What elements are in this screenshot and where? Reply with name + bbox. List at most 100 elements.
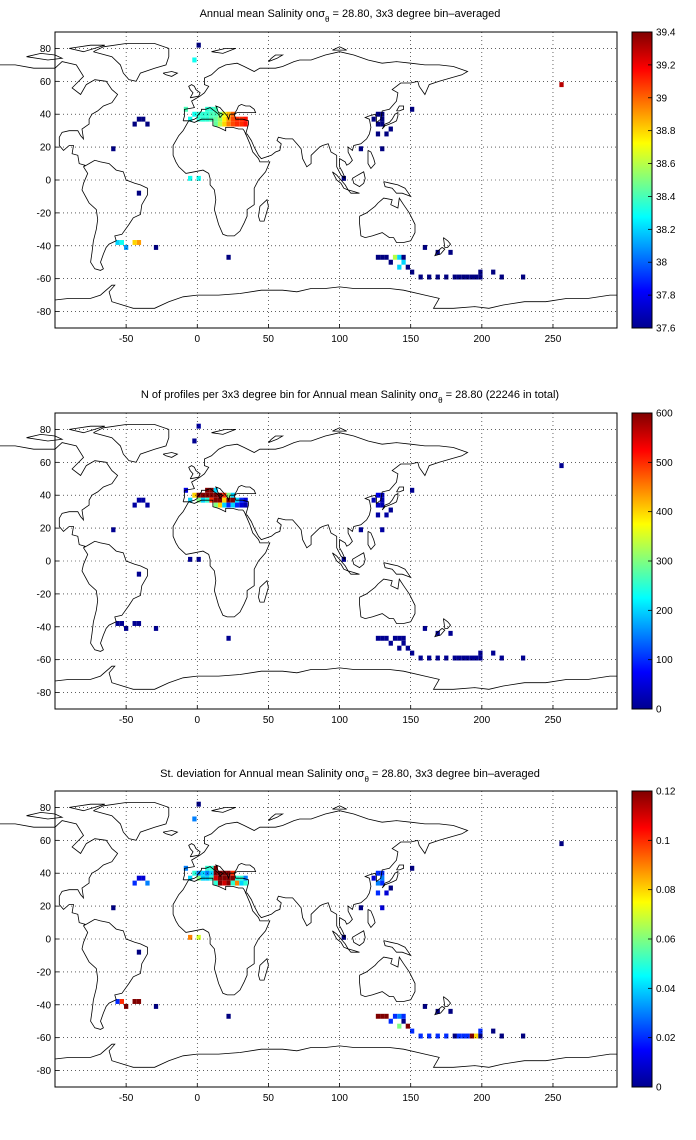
data-bin bbox=[375, 635, 381, 641]
data-bin bbox=[136, 999, 142, 1004]
data-bin bbox=[136, 190, 142, 196]
y-tick-label: 60 bbox=[40, 836, 52, 847]
data-bin bbox=[559, 463, 564, 469]
data-bin bbox=[111, 146, 116, 152]
y-tick-label: 80 bbox=[40, 425, 52, 436]
coastline bbox=[162, 830, 179, 836]
colorbar-tick-label: 600 bbox=[656, 409, 673, 420]
data-bin bbox=[243, 497, 248, 503]
data-bin bbox=[200, 492, 206, 498]
data-bin bbox=[409, 650, 415, 656]
coastline bbox=[162, 452, 179, 458]
coastline bbox=[268, 813, 285, 821]
coastline bbox=[443, 618, 452, 629]
data-bin bbox=[222, 111, 227, 117]
x-tick-label: 0 bbox=[194, 334, 200, 345]
data-bin bbox=[141, 875, 146, 881]
data-bin bbox=[520, 1033, 526, 1039]
data-bin bbox=[388, 259, 393, 265]
coastline bbox=[268, 54, 285, 62]
data-bin bbox=[226, 121, 231, 127]
data-bin bbox=[520, 655, 526, 661]
colorbar-tick-label: 39.4 bbox=[656, 28, 676, 39]
coastline bbox=[258, 957, 269, 981]
data-bin bbox=[448, 249, 453, 255]
coastline bbox=[367, 150, 376, 170]
data-bin bbox=[380, 905, 385, 911]
data-bin bbox=[380, 875, 385, 881]
data-bin bbox=[192, 870, 197, 876]
data-bin bbox=[380, 111, 385, 117]
data-bin bbox=[427, 655, 432, 661]
data-bin bbox=[136, 240, 142, 245]
data-bin bbox=[392, 635, 398, 641]
data-bin bbox=[132, 240, 137, 245]
data-bin bbox=[405, 645, 410, 651]
data-bin bbox=[243, 121, 248, 127]
data-bin bbox=[136, 621, 142, 626]
coastline bbox=[172, 499, 271, 618]
data-bin bbox=[375, 254, 381, 260]
data-bin bbox=[384, 131, 389, 137]
data-bin bbox=[358, 146, 364, 152]
data-bin bbox=[520, 274, 526, 280]
x-tick-label: 250 bbox=[545, 1093, 562, 1104]
colorbar-tick-label: 38.4 bbox=[656, 192, 676, 203]
colorbar-tick-label: 0.04 bbox=[656, 984, 676, 995]
coastline bbox=[93, 43, 170, 82]
data-bin bbox=[132, 121, 137, 127]
data-bin bbox=[409, 269, 415, 275]
coastline bbox=[93, 424, 170, 463]
data-bin bbox=[456, 655, 462, 661]
data-bin bbox=[217, 875, 223, 881]
coastline bbox=[434, 247, 446, 257]
data-bin bbox=[217, 492, 223, 498]
coastline bbox=[258, 198, 269, 222]
coastline bbox=[359, 955, 416, 1002]
y-tick-label: 0 bbox=[45, 557, 51, 568]
colorbar-tick-label: 37.6 bbox=[656, 324, 676, 335]
data-bin bbox=[401, 259, 406, 265]
coastline bbox=[359, 196, 416, 243]
data-bin bbox=[469, 274, 475, 280]
data-bin bbox=[499, 655, 504, 661]
data-bin bbox=[444, 655, 449, 661]
data-bin bbox=[375, 502, 381, 508]
data-bin bbox=[136, 571, 142, 577]
data-bin bbox=[444, 1033, 449, 1039]
data-bin bbox=[456, 274, 462, 280]
data-bin bbox=[397, 264, 402, 270]
data-bin bbox=[217, 111, 223, 117]
data-bin bbox=[234, 121, 240, 127]
coastline bbox=[367, 909, 376, 929]
data-bin bbox=[397, 635, 402, 641]
data-bin bbox=[136, 116, 142, 122]
colorbar-tick-label: 0.06 bbox=[656, 935, 676, 946]
data-bin bbox=[380, 527, 385, 533]
coastline bbox=[258, 579, 269, 603]
y-tick-label: 20 bbox=[40, 524, 52, 535]
x-tick-label: 150 bbox=[402, 715, 419, 726]
data-bin bbox=[119, 621, 125, 626]
y-tick-label: 20 bbox=[40, 143, 52, 154]
colorbar-tick-label: 100 bbox=[656, 655, 673, 666]
coastline bbox=[396, 105, 404, 112]
data-bin bbox=[213, 497, 218, 503]
data-bin bbox=[444, 274, 449, 280]
data-bin bbox=[243, 116, 248, 122]
y-tick-label: 40 bbox=[40, 491, 52, 502]
data-bin bbox=[196, 556, 201, 562]
data-bin bbox=[136, 497, 142, 503]
x-tick-label: -50 bbox=[119, 1093, 134, 1104]
x-tick-label: 250 bbox=[545, 334, 562, 345]
data-bin bbox=[341, 556, 346, 562]
x-tick-label: 100 bbox=[331, 1093, 348, 1104]
data-bin bbox=[222, 492, 227, 498]
data-bin bbox=[145, 880, 150, 886]
coastline bbox=[54, 1043, 617, 1068]
data-bin bbox=[491, 269, 496, 275]
data-bin bbox=[384, 254, 389, 260]
x-tick-label: 200 bbox=[473, 1093, 490, 1104]
data-bin bbox=[213, 116, 218, 122]
data-bin bbox=[422, 1003, 428, 1009]
